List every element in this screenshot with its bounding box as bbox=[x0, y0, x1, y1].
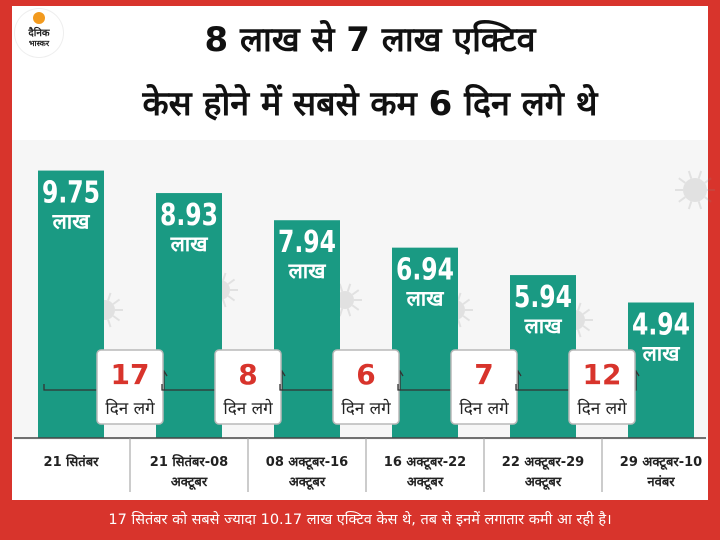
interval-label: दिन लगे bbox=[341, 398, 391, 419]
interval-label: दिन लगे bbox=[105, 398, 155, 419]
category-label: अक्टूबर bbox=[289, 475, 326, 490]
bar bbox=[38, 170, 104, 439]
sun-icon bbox=[33, 12, 45, 24]
bar-unit-label: लाख bbox=[406, 287, 445, 311]
footer-note: 17 सितंबर को सबसे ज्यादा 10.17 लाख एक्टि… bbox=[0, 500, 720, 540]
bar-value-label: 6.94 bbox=[396, 253, 454, 288]
bar-unit-label: लाख bbox=[288, 259, 327, 283]
virus-icon bbox=[675, 170, 715, 210]
bar bbox=[392, 247, 458, 438]
bar-value-label: 9.75 bbox=[42, 176, 100, 211]
bar-value-label: 7.94 bbox=[278, 225, 336, 260]
title-line-1: 8 लाख से 7 लाख एक्टिव bbox=[204, 20, 536, 60]
interval-days: 12 bbox=[583, 358, 622, 391]
category-label: अक्टूबर bbox=[407, 475, 444, 490]
interval-connector bbox=[397, 384, 451, 391]
category-label: 08 अक्टूबर-16 bbox=[266, 455, 348, 470]
left-border bbox=[0, 0, 12, 540]
bar bbox=[510, 275, 576, 438]
category-label: 29 अक्टूबर-10 bbox=[620, 455, 702, 470]
bar-value-label: 4.94 bbox=[632, 308, 690, 343]
top-border bbox=[0, 0, 720, 6]
category-label: 21 सितंबर bbox=[44, 454, 100, 470]
bar-unit-label: लाख bbox=[524, 314, 563, 338]
interval-label: दिन लगे bbox=[577, 398, 627, 419]
right-border bbox=[708, 0, 720, 540]
bar-unit-label: लाख bbox=[170, 232, 209, 256]
interval-connector bbox=[279, 384, 333, 391]
interval-days: 7 bbox=[474, 358, 493, 391]
interval-box bbox=[450, 349, 518, 425]
bar-value-label: 8.93 bbox=[160, 198, 218, 233]
interval-label: दिन लगे bbox=[459, 398, 509, 419]
interval-connector bbox=[161, 384, 215, 391]
bar bbox=[628, 302, 694, 438]
brand-logo: दैनिक भास्कर bbox=[14, 8, 64, 58]
interval-days: 6 bbox=[356, 358, 375, 391]
category-label: 21 सितंबर-08 bbox=[150, 454, 228, 470]
title-line-2: केस होने में सबसे कम 6 दिन लगे थे bbox=[142, 84, 598, 124]
bar bbox=[156, 193, 222, 438]
interval-box bbox=[96, 349, 164, 425]
interval-days: 8 bbox=[238, 358, 257, 391]
logo-line-1: दैनिक bbox=[28, 28, 50, 39]
category-label: 16 अक्टूबर-22 bbox=[384, 455, 466, 470]
category-label: अक्टूबर bbox=[171, 475, 208, 490]
interval-label: दिन लगे bbox=[223, 398, 273, 419]
bar-unit-label: लाख bbox=[642, 342, 681, 366]
interval-connector bbox=[515, 384, 569, 391]
category-label: अक्टूबर bbox=[525, 475, 562, 490]
interval-days: 17 bbox=[111, 358, 150, 391]
logo-line-2: भास्कर bbox=[28, 39, 50, 48]
interval-box bbox=[568, 349, 636, 425]
bar bbox=[274, 220, 340, 438]
category-label: 22 अक्टूबर-29 bbox=[502, 455, 584, 470]
interval-box bbox=[332, 349, 400, 425]
interval-box bbox=[214, 349, 282, 425]
bar-unit-label: लाख bbox=[52, 210, 91, 234]
bar-value-label: 5.94 bbox=[514, 280, 572, 315]
interval-connector bbox=[43, 384, 97, 391]
category-label: नवंबर bbox=[646, 474, 675, 490]
